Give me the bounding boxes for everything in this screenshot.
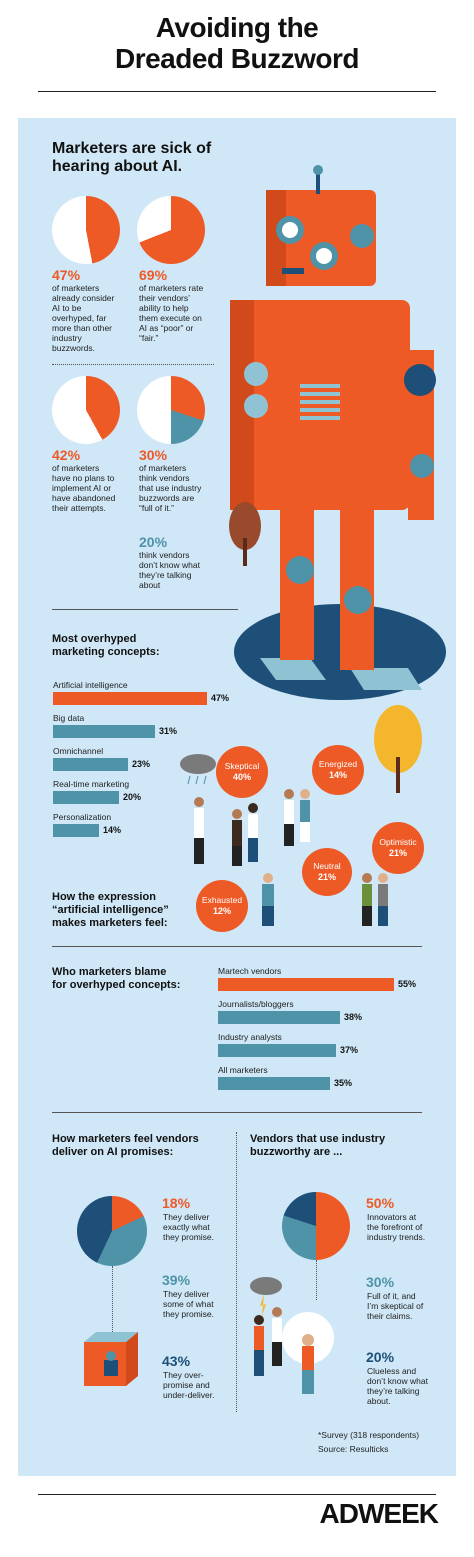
buzz-50-text: Innovators at the forefront of industry … xyxy=(367,1212,426,1242)
blame-bar-value: 38% xyxy=(344,1012,363,1022)
blame-bar xyxy=(218,1077,330,1090)
stat-30-text: of marketers think vendors that use indu… xyxy=(139,463,202,513)
section-divider-2 xyxy=(52,946,422,947)
feeling-skeptical-label: Skeptical xyxy=(224,761,260,771)
stat-30-pct: 30% xyxy=(139,447,168,463)
stat-69-text: of marketers rate their vendors’ ability… xyxy=(139,283,204,343)
pie-42 xyxy=(52,376,120,444)
deliver-43-pct: 43% xyxy=(162,1353,191,1369)
deliver-18-pct: 18% xyxy=(162,1195,191,1211)
deliver-heading: How marketers feel vendors deliver on AI… xyxy=(52,1133,199,1158)
adweek-logo: ADWEEK xyxy=(319,1498,439,1529)
buzz-20-pct: 20% xyxy=(366,1349,395,1365)
deliver-pie-stem xyxy=(112,1266,113,1336)
blame-bar xyxy=(218,1044,336,1057)
blame-bar-value: 55% xyxy=(398,979,417,989)
group-illustration xyxy=(262,873,388,926)
section-ai-sick-heading: Marketers are sick of hearing about AI. xyxy=(52,140,212,175)
blame-bar-label: All marketers xyxy=(218,1065,268,1075)
deliver-39-pct: 39% xyxy=(162,1272,191,1288)
feelings-heading: How the expression “artificial intellige… xyxy=(52,891,169,929)
section-divider-3 xyxy=(52,1112,422,1113)
stat-20-pct: 20% xyxy=(139,534,168,550)
deliver-39-text: They deliver some of what they promise. xyxy=(163,1289,215,1319)
stat-47-text: of marketers already consider AI to be o… xyxy=(52,283,115,353)
blame-bar-label: Industry analysts xyxy=(218,1032,282,1042)
burst-people-illustration xyxy=(250,1277,334,1394)
survey-footnote: *Survey (318 respondents) xyxy=(318,1430,420,1440)
blame-bar xyxy=(218,1011,340,1024)
feeling-energized-pct: 14% xyxy=(328,770,347,780)
stat-42-text: of marketers have no plans to implement … xyxy=(52,463,116,513)
overhyped-heading: Most overhyped marketing concepts: xyxy=(52,633,160,658)
blame-heading: Who marketers blame for overhyped concep… xyxy=(52,966,181,991)
deliver-18-text: They deliver exactly what they promise. xyxy=(163,1212,215,1242)
feeling-neutral: Neutral 21% xyxy=(302,848,352,896)
box-robot-illustration xyxy=(84,1332,138,1386)
overhyped-bar xyxy=(53,692,207,705)
feeling-optimistic: Optimistic 21% xyxy=(372,822,424,874)
overhyped-bar xyxy=(53,791,119,804)
overhyped-bar-value: 23% xyxy=(132,759,151,769)
buzzworthy-heading: Vendors that use industry buzzworthy are… xyxy=(250,1133,386,1158)
feeling-neutral-pct: 21% xyxy=(317,872,336,882)
buzz-50-pct: 50% xyxy=(366,1195,395,1211)
page-title: Avoiding the Dreaded Buzzword xyxy=(0,12,474,74)
feeling-optimistic-pct: 21% xyxy=(388,848,407,858)
dotted-divider xyxy=(52,364,214,365)
overhyped-bar xyxy=(53,725,155,738)
blame-bar xyxy=(218,978,394,991)
deliver-43-text: They over-promise and under-deliver. xyxy=(163,1370,215,1400)
overhyped-bar-label: Real-time marketing xyxy=(53,779,130,789)
buzz-20-text: Clueless and don’t know what they’re tal… xyxy=(367,1366,428,1406)
section-divider-1 xyxy=(52,609,238,610)
pie-30-20 xyxy=(137,376,205,444)
blame-bar-label: Martech vendors xyxy=(218,966,282,976)
feeling-exhausted-label: Exhausted xyxy=(201,895,243,905)
buzzworthy-pie-stem xyxy=(316,1260,317,1300)
overhyped-bar-label: Big data xyxy=(53,713,85,723)
deliver-pie xyxy=(77,1196,147,1266)
blame-bar-value: 37% xyxy=(340,1045,359,1055)
robot-illustration xyxy=(230,165,446,700)
buzz-30-pct: 30% xyxy=(366,1274,395,1290)
overhyped-bar-value: 20% xyxy=(123,792,142,802)
feeling-neutral-label: Neutral xyxy=(313,861,341,871)
buzzworthy-pie xyxy=(282,1192,350,1260)
feeling-energized-label: Energized xyxy=(318,759,358,769)
overhyped-bar-label: Personalization xyxy=(53,812,112,822)
overhyped-bar xyxy=(53,758,128,771)
buzz-30-text: Full of it, and I’m skeptical of their c… xyxy=(367,1291,424,1321)
overhyped-bar-label: Omnichannel xyxy=(53,746,104,756)
title-divider xyxy=(38,91,436,92)
blame-bar-label: Journalists/bloggers xyxy=(218,999,294,1009)
feeling-optimistic-label: Optimistic xyxy=(379,837,417,847)
pie-69 xyxy=(137,196,205,264)
stat-42-pct: 42% xyxy=(52,447,81,463)
stat-47-pct: 47% xyxy=(52,267,81,283)
yellow-tree-icon xyxy=(374,705,422,793)
stat-69-pct: 69% xyxy=(139,267,168,283)
title-line-1: Avoiding the xyxy=(155,12,319,43)
blame-bar-value: 35% xyxy=(334,1078,353,1088)
stat-20-text: think vendors don’t know what they’re ta… xyxy=(139,550,200,590)
overhyped-bar-value: 14% xyxy=(103,825,122,835)
pie-47 xyxy=(52,196,120,264)
rain-cloud-icon xyxy=(180,754,216,785)
feeling-skeptical-pct: 40% xyxy=(232,772,251,782)
feeling-skeptical: Skeptical 40% xyxy=(216,746,268,798)
overhyped-bar xyxy=(53,824,99,837)
bottom-divider xyxy=(38,1494,436,1495)
overhyped-bar-label: Artificial intelligence xyxy=(53,680,128,690)
feeling-exhausted: Exhausted 12% xyxy=(196,880,248,932)
feeling-energized: Energized 14% xyxy=(312,745,364,795)
people-illustration xyxy=(194,789,310,866)
feeling-exhausted-pct: 12% xyxy=(212,906,231,916)
brown-tree-icon xyxy=(229,502,261,566)
column-divider xyxy=(236,1132,237,1412)
source-credit: Source: Resulticks xyxy=(318,1444,389,1454)
overhyped-bar-value: 31% xyxy=(159,726,178,736)
overhyped-bar-value: 47% xyxy=(211,693,230,703)
title-line-2: Dreaded Buzzword xyxy=(114,43,360,74)
